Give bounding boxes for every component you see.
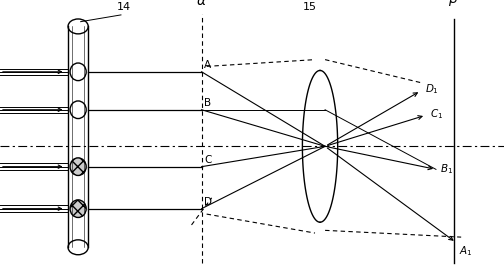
Text: D: D	[204, 197, 212, 207]
Ellipse shape	[70, 200, 86, 217]
Text: 15: 15	[303, 2, 317, 12]
Text: B: B	[204, 98, 211, 108]
Text: $B_1$: $B_1$	[440, 163, 453, 176]
Text: $\alpha$: $\alpha$	[196, 0, 207, 8]
Text: $D_1$: $D_1$	[425, 83, 439, 96]
Text: $\beta$: $\beta$	[449, 0, 459, 8]
Text: $A_1$: $A_1$	[459, 244, 472, 258]
Text: $C_1$: $C_1$	[430, 107, 443, 121]
Text: A: A	[204, 60, 211, 70]
Ellipse shape	[70, 158, 86, 176]
Text: C: C	[204, 155, 212, 165]
Text: 14: 14	[116, 2, 131, 12]
